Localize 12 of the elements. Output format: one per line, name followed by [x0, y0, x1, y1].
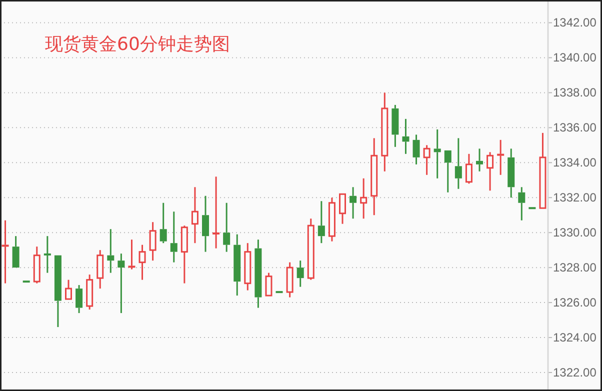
y-tick-label: 1334.00 [553, 156, 597, 170]
text: 现货黄金60分钟走势图 [45, 34, 230, 55]
y-tick-label: 1324.00 [553, 330, 597, 345]
y-tick-label: 1336.00 [553, 120, 597, 135]
y-tick-label: 1328.00 [553, 260, 597, 275]
y-tick-label: 1326.00 [553, 296, 597, 310]
y-tick-label: 1322.00 [553, 366, 597, 380]
y-tick-label: 1340.00 [553, 50, 597, 65]
y-tick-label: 1338.00 [553, 86, 597, 100]
y-tick-label: 1332.00 [553, 190, 597, 205]
y-tick-label: 1342.00 [553, 16, 597, 30]
y-tick-label: 1330.00 [553, 226, 597, 240]
